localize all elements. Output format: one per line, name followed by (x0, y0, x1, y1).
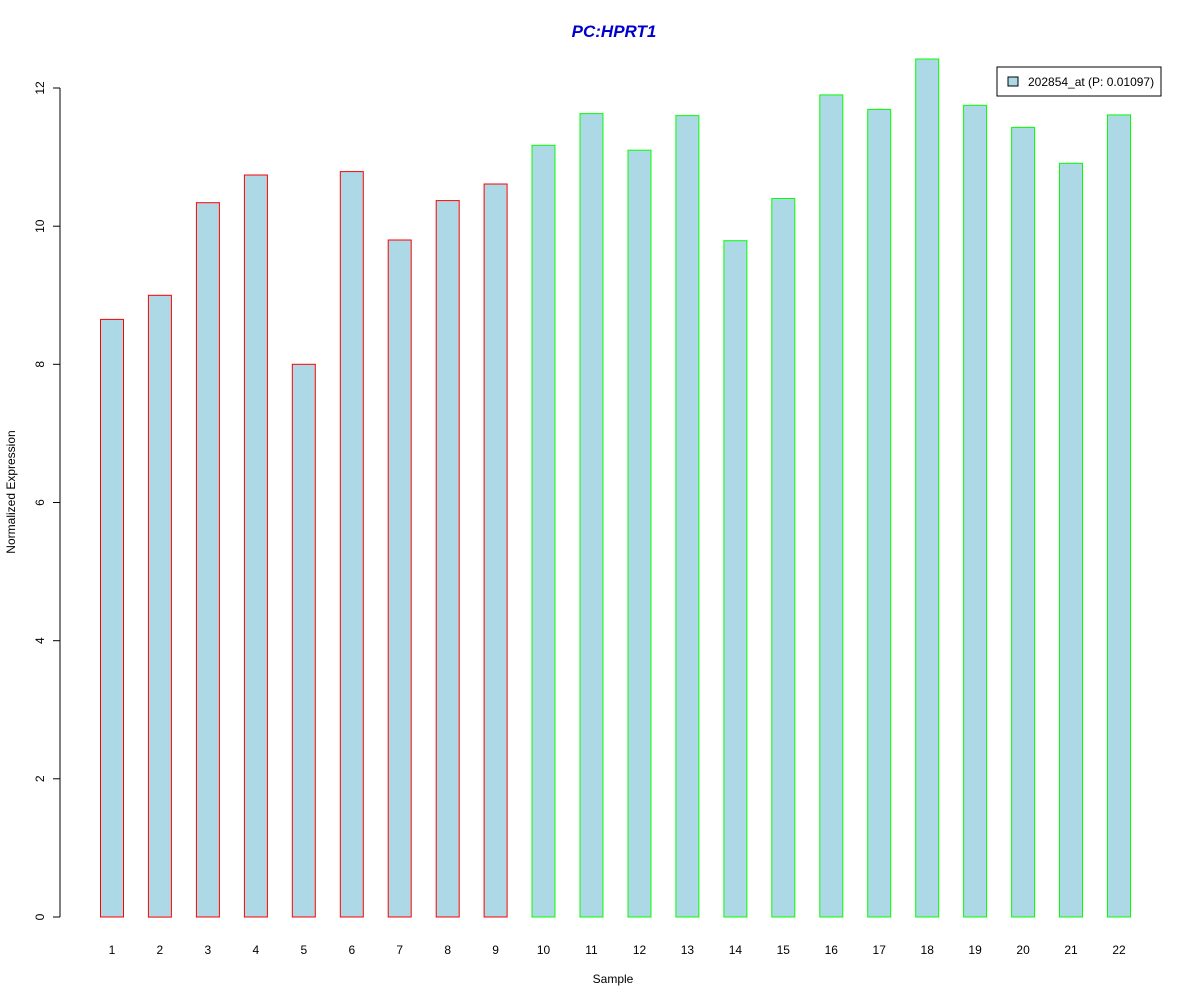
x-axis-title: Sample (593, 972, 634, 986)
bar-sample-4 (243, 174, 268, 918)
y-tick-label: 8 (33, 361, 47, 368)
bar-sample-11 (579, 113, 604, 918)
x-tick-label: 14 (729, 943, 743, 957)
legend-box (996, 66, 1162, 97)
y-tick-label: 12 (33, 81, 47, 95)
y-tick-label: 10 (33, 219, 47, 233)
bar-sample-19 (963, 104, 988, 918)
bars-group (100, 58, 1131, 918)
bar-sample-20 (1011, 126, 1036, 918)
x-tick-label: 12 (633, 943, 647, 957)
x-axis-labels: 1 2 3 4 5 6 7 8 9 10 11 12 13 14 15 16 17 18 19 20 21 22 (109, 943, 1126, 957)
bar-sample-15 (771, 198, 796, 918)
x-tick-label: 11 (585, 943, 598, 957)
bar-sample-10 (531, 144, 556, 918)
bar-sample-8 (435, 200, 460, 918)
x-tick-label: 9 (492, 943, 499, 957)
x-tick-label: 13 (681, 943, 695, 957)
x-tick-label: 6 (348, 943, 355, 957)
x-tick-label: 8 (444, 943, 451, 957)
bar-sample-21 (1059, 162, 1083, 918)
x-tick-label: 10 (537, 943, 551, 957)
bar-sample-2 (147, 294, 172, 918)
x-tick-label: 5 (300, 943, 307, 957)
x-tick-label: 18 (921, 943, 935, 957)
x-tick-label: 4 (253, 943, 260, 957)
x-tick-label: 20 (1016, 943, 1030, 957)
bar-sample-12 (627, 149, 652, 918)
bar-sample-3 (195, 202, 220, 918)
legend-swatch (1007, 76, 1019, 87)
y-tick-label: 4 (33, 637, 47, 644)
bar-sample-9 (483, 183, 508, 918)
y-tick-label: 6 (33, 499, 47, 506)
x-tick-label: 7 (396, 943, 403, 957)
x-tick-label: 3 (205, 943, 212, 957)
legend-label: 202854_at (P: 0.01097) (1028, 75, 1154, 89)
bar-sample-16 (819, 94, 844, 918)
legend: 202854_at (P: 0.01097) (996, 66, 1162, 97)
x-tick-label: 16 (825, 943, 839, 957)
y-tick-label: 0 (33, 913, 47, 920)
bar-sample-17 (867, 108, 892, 918)
bar-sample-7 (387, 239, 412, 918)
y-axis-title: Normalized Expression (4, 430, 18, 553)
bar-sample-18 (915, 58, 940, 918)
y-tick-label: 2 (33, 775, 47, 782)
bar-sample-6 (339, 171, 364, 918)
bar-sample-13 (675, 115, 700, 918)
x-tick-label: 15 (777, 943, 791, 957)
x-tick-label: 2 (157, 943, 164, 957)
bar-sample-1 (100, 318, 124, 918)
x-tick-label: 19 (968, 943, 982, 957)
bar-sample-5 (291, 363, 316, 918)
y-axis: 0 2 4 6 8 10 12 (33, 81, 61, 920)
x-tick-label: 17 (873, 943, 887, 957)
x-tick-label: 22 (1112, 943, 1126, 957)
x-tick-label: 1 (109, 943, 116, 957)
x-tick-label: 21 (1064, 943, 1078, 957)
bar-sample-14 (723, 240, 748, 918)
chart-title: PC:HPRT1 (572, 22, 657, 41)
bar-sample-22 (1107, 114, 1131, 918)
